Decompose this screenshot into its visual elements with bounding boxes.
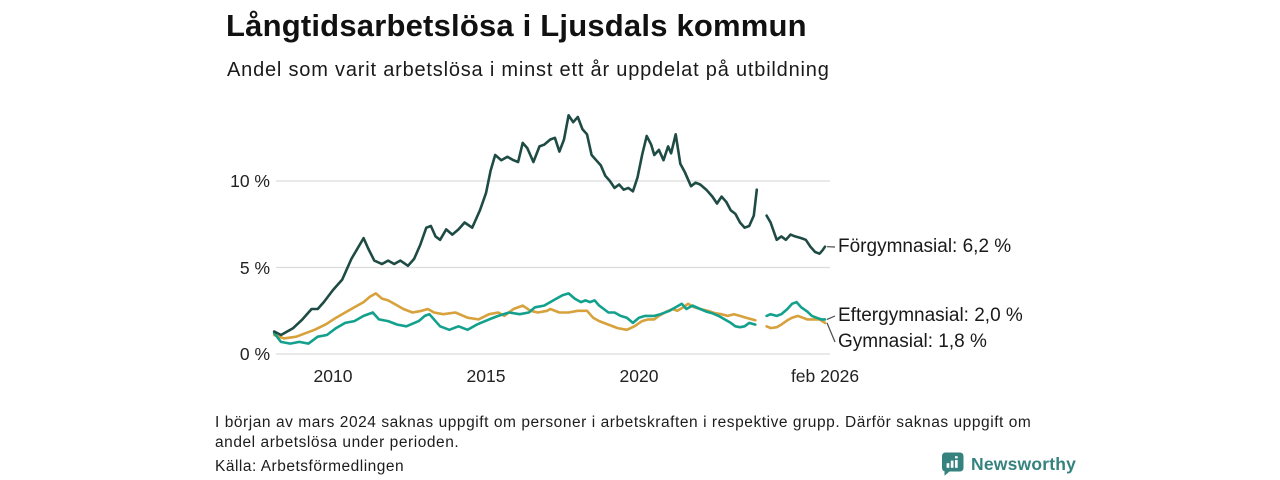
- newsworthy-brand: Newsworthy: [941, 452, 1076, 476]
- y-axis-tick-label: 0 %: [239, 344, 270, 364]
- x-axis-tick-label: feb 2026: [790, 366, 860, 386]
- newsworthy-brand-text: Newsworthy: [971, 453, 1077, 474]
- label-connector: [826, 322, 836, 343]
- series-line-förgymnasial: [765, 214, 827, 255]
- chart-title: Långtidsarbetslösa i Ljusdals kommun: [226, 8, 807, 43]
- chart-footnote: I början av mars 2024 saknas uppgift om …: [215, 414, 1032, 451]
- series-end-label-gymnasial: Gymnasial: 1,8 %: [838, 331, 987, 352]
- source-attribution: Källa: Arbetsförmedlingen: [215, 458, 405, 475]
- series-line-eftergymnasial: [765, 300, 827, 321]
- series-line-förgymnasial: [272, 114, 759, 337]
- series-line-eftergymnasial: [272, 292, 757, 345]
- x-axis-tick-label: 2015: [466, 366, 506, 386]
- series-end-label-forgymnasial: Förgymnasial: 6,2 %: [838, 236, 1012, 257]
- x-axis-tick-label: 2020: [619, 366, 659, 386]
- y-axis-tick-label: 5 %: [239, 257, 270, 278]
- y-axis-tick-label: 10 %: [230, 171, 270, 191]
- chart-subtitle: Andel som varit arbetslösa i minst ett å…: [227, 59, 830, 81]
- newsworthy-logo-icon: [941, 452, 964, 476]
- series-line-gymnasial: [272, 292, 757, 340]
- label-connector: [826, 315, 836, 320]
- x-axis-tick-label: 2010: [313, 366, 353, 386]
- series-end-label-eftergymnasial: Eftergymnasial: 2,0 %: [838, 305, 1023, 326]
- series-line-gymnasial: [765, 314, 827, 330]
